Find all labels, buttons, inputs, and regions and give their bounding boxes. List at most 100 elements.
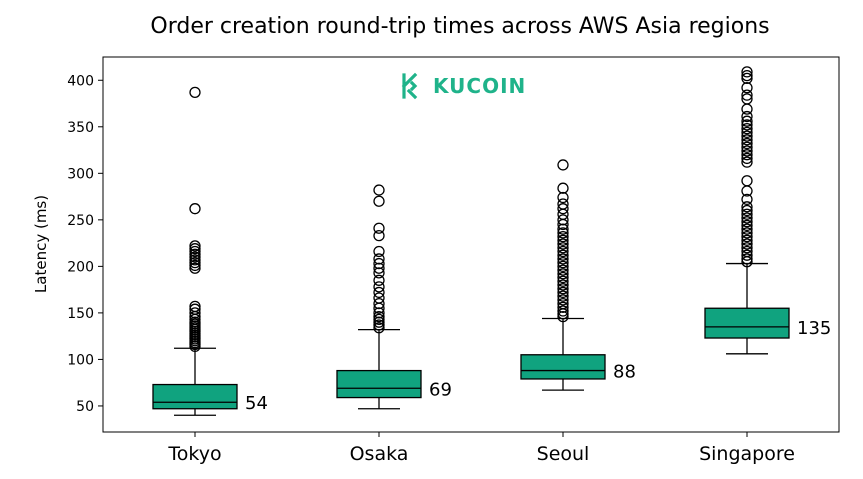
kucoin-logo-text: KUCOIN xyxy=(433,74,526,98)
outlier-point xyxy=(373,245,385,258)
outlier-point xyxy=(373,322,385,334)
outlier-point xyxy=(557,227,569,239)
outlier-point xyxy=(189,307,201,319)
outlier-point xyxy=(189,245,201,258)
outlier-point xyxy=(741,137,753,150)
outlier-point xyxy=(189,262,201,274)
outlier-point xyxy=(557,182,569,194)
outlier-point xyxy=(557,271,569,284)
x-tick-label: Seoul xyxy=(537,443,590,465)
outlier-point xyxy=(557,275,569,287)
outlier-point xyxy=(373,310,385,323)
outlier-point xyxy=(189,303,201,315)
outlier-point xyxy=(189,203,201,215)
x-tick-label: Singapore xyxy=(699,443,795,465)
outlier-point xyxy=(557,223,569,235)
outlier-point xyxy=(557,253,569,265)
outlier-point xyxy=(189,86,201,99)
outlier-point xyxy=(373,253,385,265)
outlier-point xyxy=(741,141,753,153)
outlier-point xyxy=(741,103,753,115)
y-axis: 50 100 150 200 250 300 350 400 xyxy=(67,73,103,415)
outlier-point xyxy=(373,222,385,234)
outlier-point xyxy=(741,234,753,246)
y-tick-label: 150 xyxy=(67,306,94,322)
outlier-point xyxy=(189,251,201,263)
outlier-point xyxy=(557,191,569,204)
outlier-point xyxy=(373,195,385,207)
outlier-point xyxy=(557,230,569,243)
outlier-point xyxy=(557,260,569,273)
outlier-point xyxy=(373,319,385,331)
outlier-point xyxy=(557,310,569,323)
y-axis-label: Latency (ms) xyxy=(32,195,50,293)
median-value-label: 135 xyxy=(797,318,831,339)
median-value-label: 54 xyxy=(245,393,268,414)
outlier-point xyxy=(741,193,753,206)
outlier-point xyxy=(557,234,569,246)
outlier-point xyxy=(373,281,385,293)
outlier-point xyxy=(189,300,201,313)
outlier-point xyxy=(741,145,753,157)
outlier-point xyxy=(741,69,753,82)
outlier-point xyxy=(741,227,753,239)
outlier-point xyxy=(741,223,753,235)
outlier-point xyxy=(741,238,753,250)
outlier-point xyxy=(189,243,201,255)
outlier-point xyxy=(741,175,753,187)
iqr-box xyxy=(704,307,790,339)
y-tick-label: 400 xyxy=(67,73,94,89)
iqr-box xyxy=(520,354,606,380)
outlier-point xyxy=(557,290,569,302)
outlier-point xyxy=(189,256,201,269)
outlier-point xyxy=(557,264,569,276)
iqr-box xyxy=(336,369,422,399)
outlier-point xyxy=(373,267,385,279)
outlier-point xyxy=(557,268,569,280)
kucoin-logo: KUCOIN xyxy=(401,72,526,100)
outlier-point xyxy=(741,245,753,258)
outlier-point xyxy=(741,249,753,261)
outlier-point xyxy=(189,316,201,328)
outlier-point xyxy=(557,294,569,306)
outlier-point xyxy=(189,248,201,260)
outlier-point xyxy=(557,286,569,299)
chart-title: Order creation round-trip times across A… xyxy=(150,14,769,39)
outlier-point xyxy=(741,134,753,146)
outlier-point xyxy=(557,214,569,226)
outlier-point xyxy=(373,313,385,326)
y-tick-label: 200 xyxy=(67,259,94,275)
outlier-point xyxy=(373,307,385,319)
outlier-point xyxy=(557,159,569,171)
outlier-point xyxy=(741,123,753,135)
kucoin-logo-icon xyxy=(401,72,418,100)
outlier-point xyxy=(741,212,753,224)
outlier-point xyxy=(741,66,753,78)
x-tick-label: Osaka xyxy=(350,443,409,465)
outlier-point xyxy=(557,249,569,261)
x-axis: Tokyo Osaka Seoul Singapore xyxy=(167,432,795,465)
outlier-point xyxy=(557,245,569,258)
outlier-point xyxy=(741,230,753,243)
outlier-point xyxy=(741,93,753,105)
outlier-point xyxy=(373,292,385,304)
y-tick-label: 100 xyxy=(67,352,94,368)
plot-area xyxy=(102,56,840,433)
y-tick-label: 300 xyxy=(67,166,94,182)
outlier-point xyxy=(741,115,753,127)
outlier-point xyxy=(741,204,753,217)
outlier-point xyxy=(557,203,569,215)
outlier-point xyxy=(741,110,753,123)
outlier-point xyxy=(373,184,385,196)
box-osaka: 69 xyxy=(336,184,452,410)
outlier-point xyxy=(741,119,753,131)
outlier-point xyxy=(189,259,201,272)
box-tokyo: 54 xyxy=(152,86,268,416)
median-value-label: 88 xyxy=(613,362,636,383)
outlier-point xyxy=(741,152,753,165)
box-seoul: 88 xyxy=(520,159,636,391)
outlier-point xyxy=(557,242,569,254)
outlier-point xyxy=(373,316,385,328)
outlier-point xyxy=(741,89,753,101)
